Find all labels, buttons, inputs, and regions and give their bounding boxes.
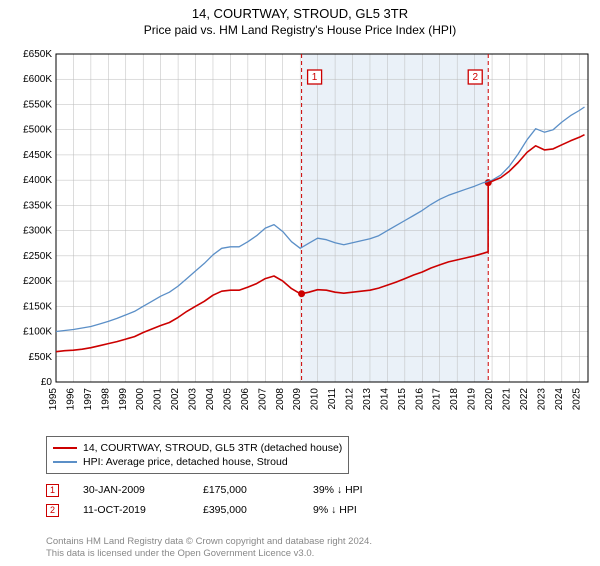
svg-text:2003: 2003 xyxy=(188,388,199,411)
footer-attribution: Contains HM Land Registry data © Crown c… xyxy=(46,536,372,560)
svg-text:2000: 2000 xyxy=(135,388,146,411)
svg-text:2018: 2018 xyxy=(449,388,460,411)
svg-text:2010: 2010 xyxy=(310,388,321,411)
svg-text:2014: 2014 xyxy=(379,388,390,411)
svg-text:2016: 2016 xyxy=(414,388,425,411)
event-price: £395,000 xyxy=(203,504,313,516)
svg-text:£450K: £450K xyxy=(23,150,52,161)
chart-title: 14, COURTWAY, STROUD, GL5 3TR xyxy=(0,6,600,21)
svg-text:1999: 1999 xyxy=(118,388,129,411)
event-marker: 2 xyxy=(46,504,59,517)
legend-label: HPI: Average price, detached house, Stro… xyxy=(83,456,288,468)
svg-text:2021: 2021 xyxy=(502,388,513,411)
svg-text:£100K: £100K xyxy=(23,327,52,338)
svg-text:2019: 2019 xyxy=(467,388,478,411)
svg-text:2002: 2002 xyxy=(170,388,181,411)
footer-line1: Contains HM Land Registry data © Crown c… xyxy=(46,536,372,548)
svg-text:1996: 1996 xyxy=(65,388,76,411)
svg-text:£600K: £600K xyxy=(23,74,52,85)
svg-text:£200K: £200K xyxy=(23,276,52,287)
chart: £0 £50K £100K £150K £200K £250K £300K £350K £400… xyxy=(8,48,592,428)
svg-text:2025: 2025 xyxy=(571,388,582,411)
legend-item: HPI: Average price, detached house, Stro… xyxy=(53,455,342,469)
legend-label: 14, COURTWAY, STROUD, GL5 3TR (detached … xyxy=(83,442,342,454)
event-delta: 9% ↓ HPI xyxy=(313,504,423,516)
svg-text:£650K: £650K xyxy=(23,49,52,60)
event-delta: 39% ↓ HPI xyxy=(313,484,423,496)
svg-text:2007: 2007 xyxy=(257,388,268,411)
svg-text:£150K: £150K xyxy=(23,301,52,312)
sale-event-row: 2 11-OCT-2019£395,0009% ↓ HPI xyxy=(46,500,423,520)
svg-text:£500K: £500K xyxy=(23,125,52,136)
svg-text:2008: 2008 xyxy=(275,388,286,411)
event-date: 11-OCT-2019 xyxy=(83,504,203,516)
svg-text:2020: 2020 xyxy=(484,388,495,411)
svg-text:1998: 1998 xyxy=(100,388,111,411)
svg-text:£50K: £50K xyxy=(29,352,53,363)
legend-swatch xyxy=(53,447,77,449)
svg-text:1: 1 xyxy=(312,72,318,83)
footer-line2: This data is licensed under the Open Gov… xyxy=(46,548,372,560)
svg-text:£400K: £400K xyxy=(23,175,52,186)
svg-text:£300K: £300K xyxy=(23,226,52,237)
svg-text:2009: 2009 xyxy=(292,388,303,411)
svg-text:1995: 1995 xyxy=(48,388,59,411)
svg-text:£550K: £550K xyxy=(23,99,52,110)
sale-event-row: 1 30-JAN-2009£175,00039% ↓ HPI xyxy=(46,480,423,500)
event-price: £175,000 xyxy=(203,484,313,496)
legend-swatch xyxy=(53,461,77,463)
svg-text:£350K: £350K xyxy=(23,200,52,211)
svg-text:2005: 2005 xyxy=(222,388,233,411)
legend-item: 14, COURTWAY, STROUD, GL5 3TR (detached … xyxy=(53,441,342,455)
svg-text:2013: 2013 xyxy=(362,388,373,411)
svg-text:2006: 2006 xyxy=(240,388,251,411)
svg-text:2011: 2011 xyxy=(327,388,338,410)
svg-text:2024: 2024 xyxy=(554,388,565,411)
svg-text:2001: 2001 xyxy=(153,388,164,411)
svg-text:2017: 2017 xyxy=(432,388,443,411)
event-marker: 1 xyxy=(46,484,59,497)
sale-events: 1 30-JAN-2009£175,00039% ↓ HPI 2 11-OCT-201… xyxy=(46,480,423,520)
svg-text:£250K: £250K xyxy=(23,251,52,262)
svg-text:£0: £0 xyxy=(41,377,53,388)
legend: 14, COURTWAY, STROUD, GL5 3TR (detached … xyxy=(46,436,349,474)
svg-text:2012: 2012 xyxy=(345,388,356,411)
svg-text:2023: 2023 xyxy=(536,388,547,411)
event-date: 30-JAN-2009 xyxy=(83,484,203,496)
svg-text:2004: 2004 xyxy=(205,388,216,411)
svg-text:2015: 2015 xyxy=(397,388,408,411)
chart-subtitle: Price paid vs. HM Land Registry's House … xyxy=(0,23,600,37)
svg-text:2022: 2022 xyxy=(519,388,530,411)
svg-text:1997: 1997 xyxy=(83,388,94,411)
svg-text:2: 2 xyxy=(472,72,478,83)
